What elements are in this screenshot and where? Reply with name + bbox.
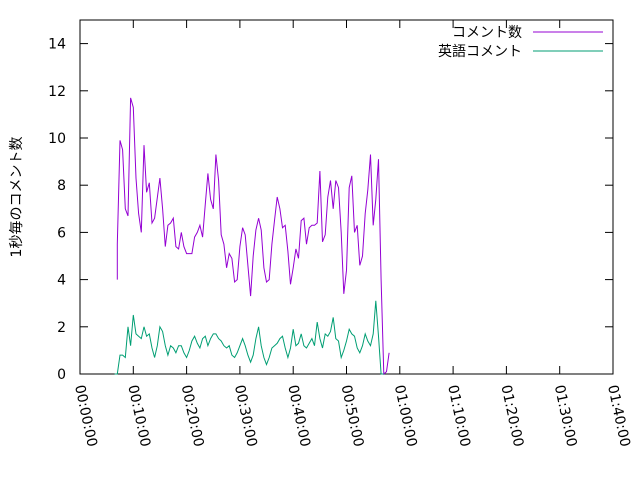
y-tick-label: 2 (57, 320, 66, 336)
legend-label: コメント数 (452, 25, 522, 41)
x-tick-label: 00:30:00 (231, 384, 260, 449)
y-tick-label: 4 (57, 273, 66, 289)
x-tick-label: 00:40:00 (284, 384, 313, 449)
plot-frame (79, 19, 614, 375)
x-tick-label: 00:10:00 (124, 384, 153, 449)
x-tick-label: 01:10:00 (444, 384, 473, 449)
y-tick-label: 8 (57, 178, 66, 194)
y-axis-label: 1秒毎のコメント数 (9, 137, 25, 258)
y-tick-label: 14 (48, 37, 66, 53)
x-tick-label: 00:50:00 (338, 384, 367, 449)
x-tick-label: 00:00:00 (71, 384, 100, 449)
series-line-1 (116, 97, 390, 376)
y-tick-label: 0 (57, 367, 66, 383)
x-axis: 00:00:00 00:10:00 00:20:00 00:30:00 00:40:00… (71, 20, 633, 448)
y-axis: 0 2 4 6 8 10 12 14 (48, 37, 613, 383)
x-tick-label: 01:30:00 (551, 384, 580, 449)
series-lines (114, 97, 390, 376)
x-tick-label: 01:20:00 (497, 384, 526, 449)
x-tick-label: 00:20:00 (178, 384, 207, 449)
y-tick-label: 10 (48, 131, 66, 147)
series-line-2 (114, 300, 384, 375)
y-tick-label: 6 (57, 225, 66, 241)
x-tick-label: 01:40:00 (604, 384, 633, 449)
legend-label: 英語コメント (438, 43, 522, 60)
y-tick-label: 12 (48, 84, 66, 100)
x-tick-label: 01:00:00 (391, 384, 420, 449)
